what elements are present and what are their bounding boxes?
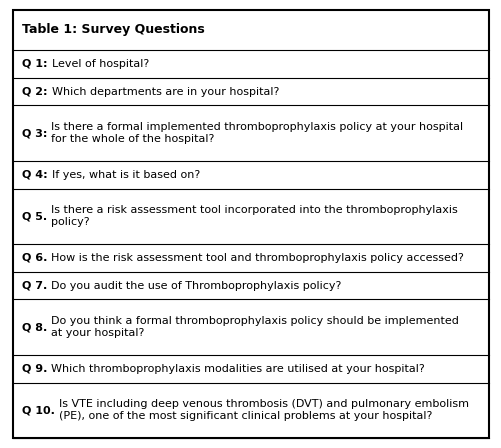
Text: Q 8.: Q 8.: [22, 322, 47, 332]
Text: Table 1: Survey Questions: Table 1: Survey Questions: [22, 23, 204, 36]
Text: Q 1:: Q 1:: [22, 59, 48, 69]
Text: Q 2:: Q 2:: [22, 86, 48, 97]
Text: Which departments are in your hospital?: Which departments are in your hospital?: [52, 86, 279, 97]
Text: Is there a formal implemented thromboprophylaxis policy at your hospital
for the: Is there a formal implemented thrombopro…: [51, 122, 462, 144]
Text: Q 10.: Q 10.: [22, 405, 55, 415]
Text: Level of hospital?: Level of hospital?: [52, 59, 148, 69]
Text: Q 6.: Q 6.: [22, 253, 47, 263]
Text: Q 7.: Q 7.: [22, 280, 47, 291]
Text: Do you think a formal thromboprophylaxis policy should be implemented
at your ho: Do you think a formal thromboprophylaxis…: [51, 316, 458, 338]
Text: Is VTE including deep venous thrombosis (DVT) and pulmonary embolism
(PE), one o: Is VTE including deep venous thrombosis …: [59, 400, 468, 421]
Text: How is the risk assessment tool and thromboprophylaxis policy accessed?: How is the risk assessment tool and thro…: [51, 253, 463, 263]
Text: Q 9.: Q 9.: [22, 364, 47, 374]
Text: Do you audit the use of Thromboprophylaxis policy?: Do you audit the use of Thromboprophylax…: [51, 280, 341, 291]
Text: Q 3:: Q 3:: [22, 128, 47, 138]
Text: Which thromboprophylaxis modalities are utilised at your hospital?: Which thromboprophylaxis modalities are …: [51, 364, 424, 374]
Text: If yes, what is it based on?: If yes, what is it based on?: [52, 170, 199, 180]
Text: Q 4:: Q 4:: [22, 170, 48, 180]
Text: Q 5.: Q 5.: [22, 211, 47, 221]
Text: Is there a risk assessment tool incorporated into the thromboprophylaxis
policy?: Is there a risk assessment tool incorpor…: [51, 206, 457, 227]
